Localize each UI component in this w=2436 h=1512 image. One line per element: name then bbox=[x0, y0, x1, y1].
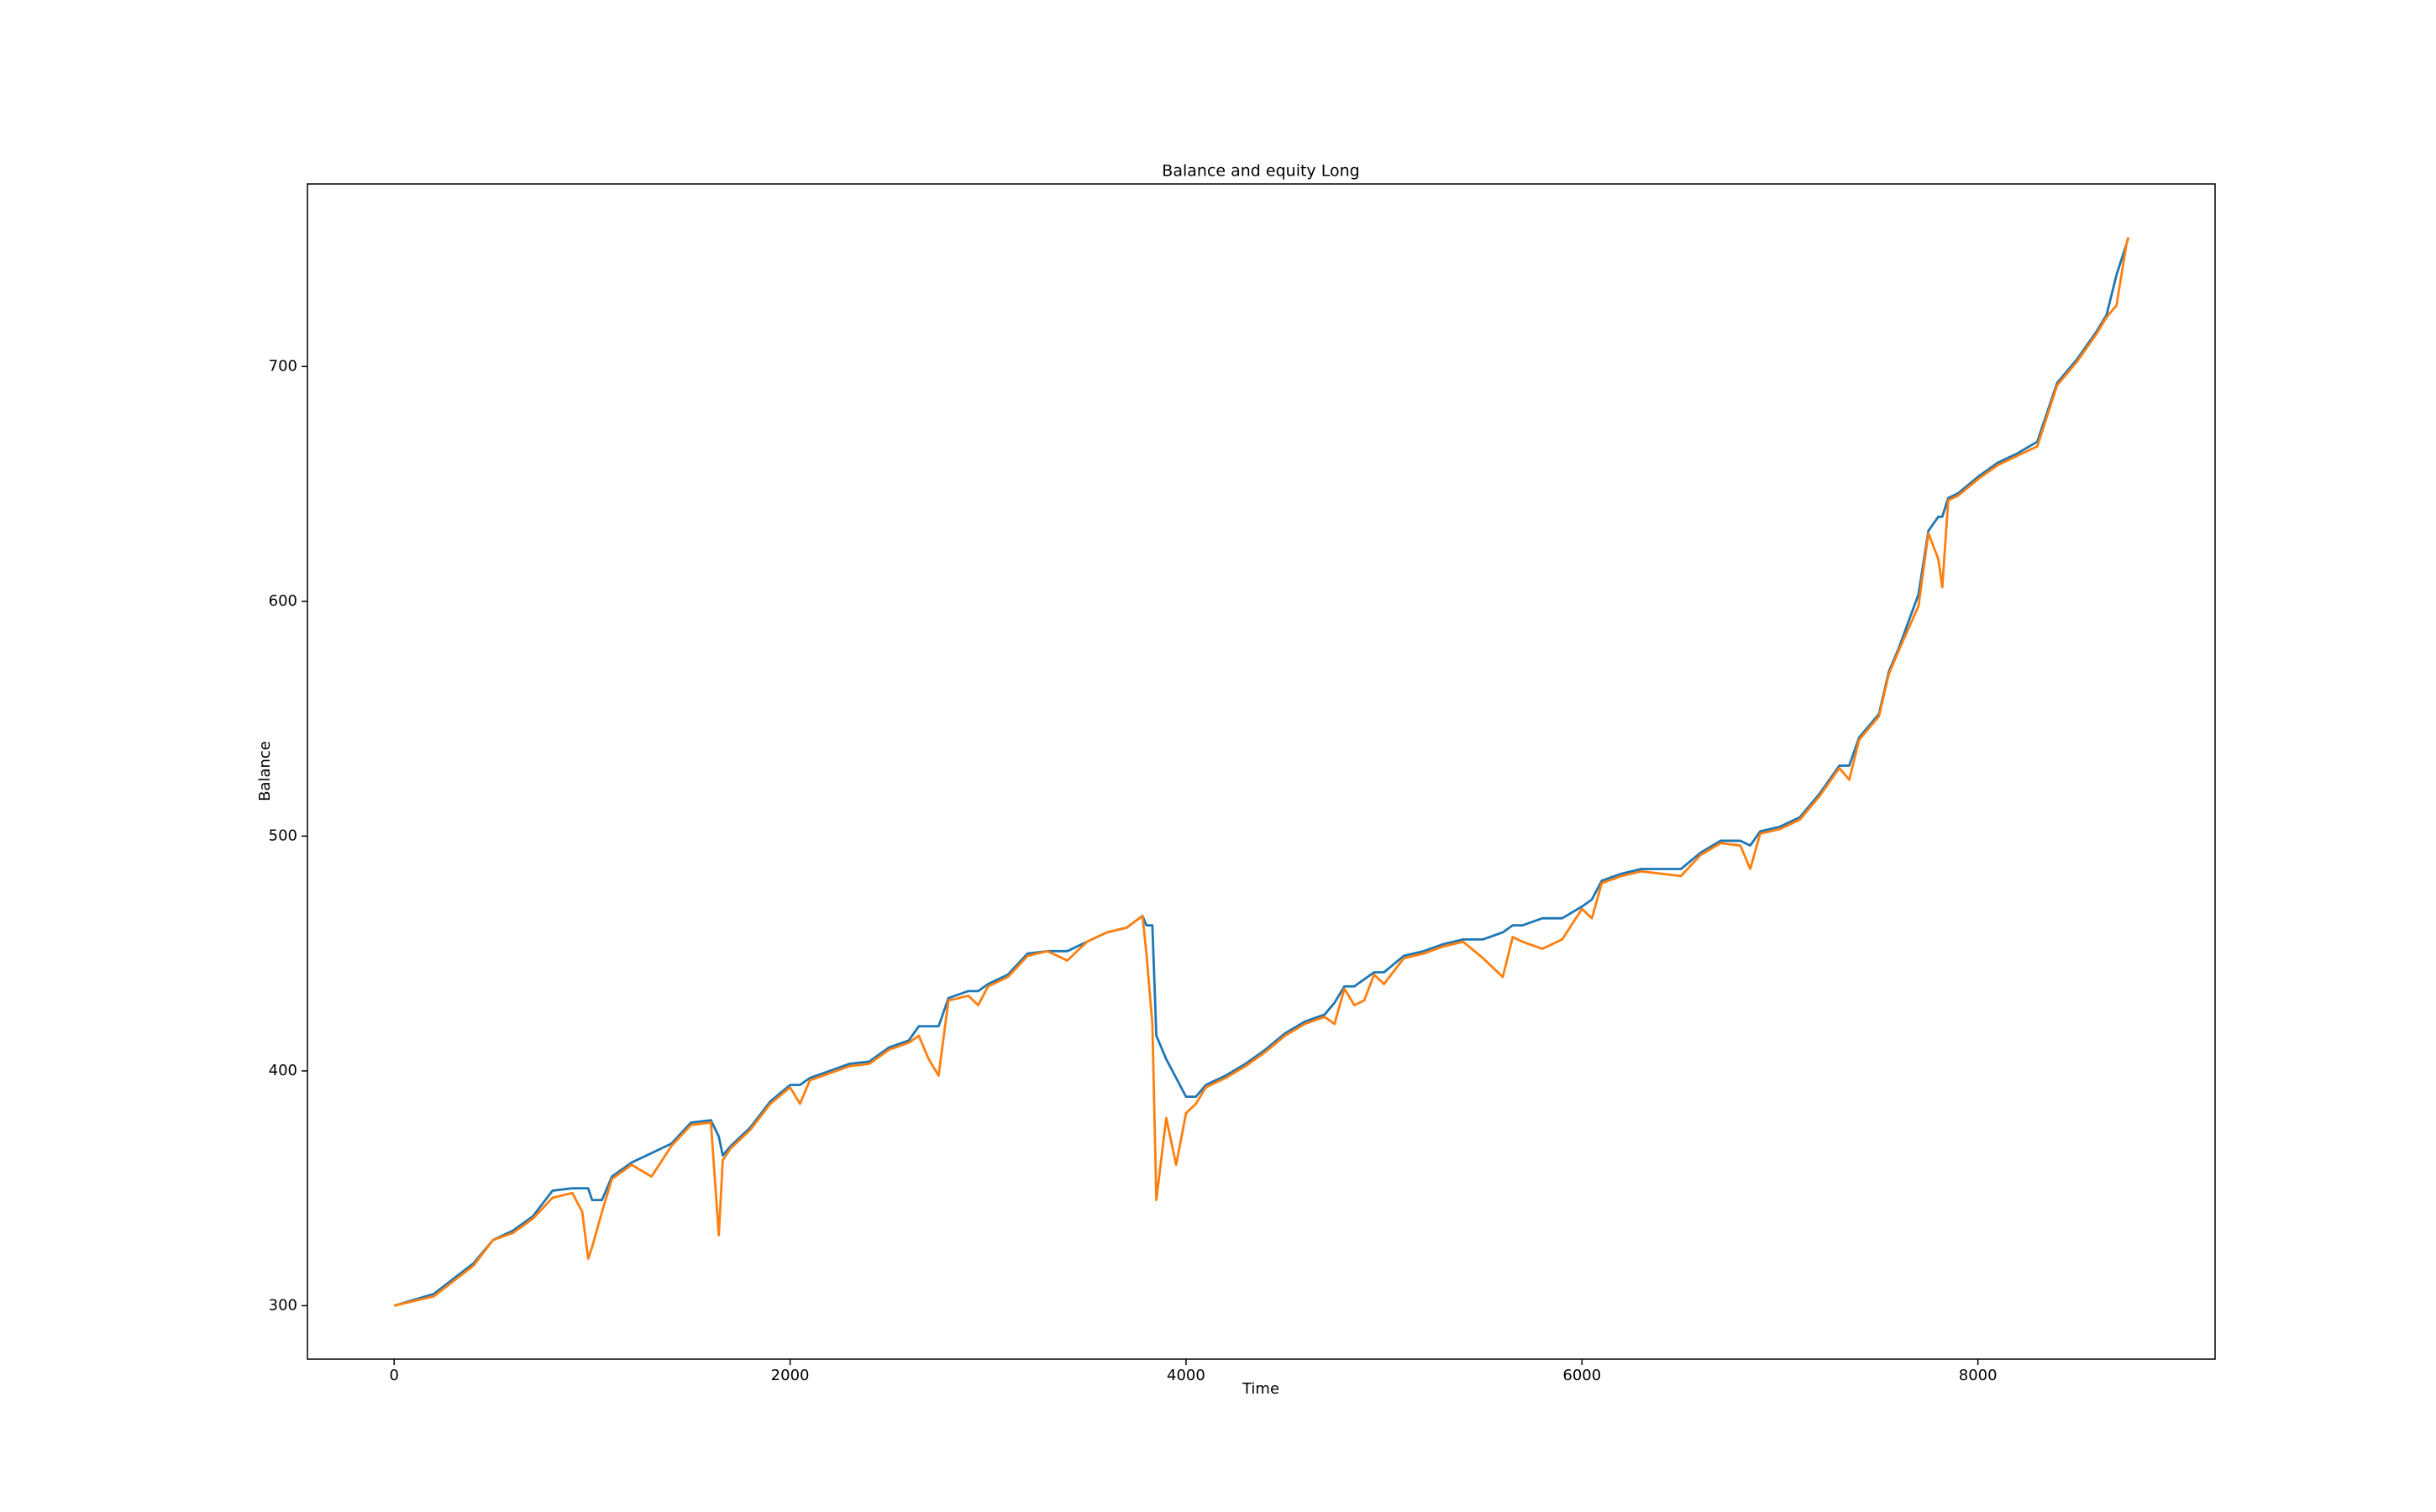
y-tick-label: 500 bbox=[269, 827, 297, 844]
x-tick-label: 0 bbox=[390, 1367, 399, 1384]
x-tick-label: 6000 bbox=[1562, 1367, 1601, 1384]
chart-title: Balance and equity Long bbox=[1162, 162, 1359, 181]
y-axis-label: Balance bbox=[256, 741, 274, 801]
x-axis-label: Time bbox=[1242, 1380, 1279, 1398]
y-tick-label: 700 bbox=[269, 357, 297, 375]
x-tick-label: 2000 bbox=[771, 1367, 810, 1384]
y-tick-label: 400 bbox=[269, 1062, 297, 1079]
plot-frame bbox=[307, 183, 2216, 1360]
y-tick-label: 600 bbox=[269, 592, 297, 610]
x-tick-label: 8000 bbox=[1959, 1367, 1998, 1384]
series-line bbox=[393, 237, 2130, 1307]
x-tick-label: 4000 bbox=[1167, 1367, 1205, 1384]
y-tick-label: 300 bbox=[269, 1296, 297, 1314]
series-line bbox=[393, 237, 2130, 1307]
